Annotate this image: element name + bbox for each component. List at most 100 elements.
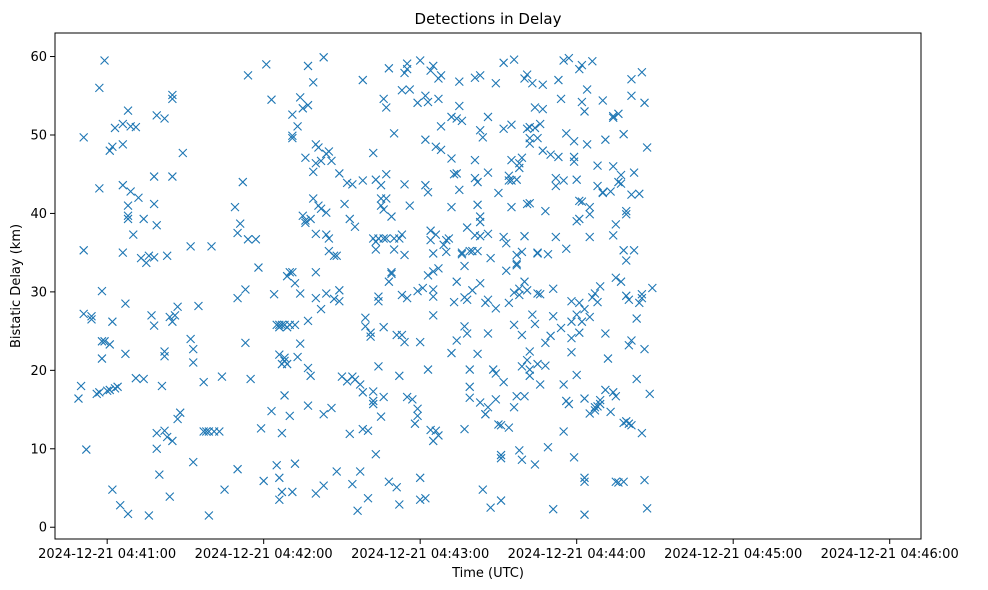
data-point <box>381 194 391 203</box>
data-point <box>407 394 417 404</box>
data-point <box>514 445 524 455</box>
data-point <box>251 234 261 244</box>
data-point <box>287 110 297 119</box>
data-point <box>287 131 297 141</box>
data-point <box>113 382 122 392</box>
data-point <box>580 304 589 314</box>
data-point <box>361 313 370 323</box>
data-point <box>548 311 558 321</box>
data-point <box>131 373 141 383</box>
data-point <box>512 175 522 185</box>
data-point <box>640 98 649 108</box>
data-point <box>394 500 404 509</box>
data-point <box>97 336 107 346</box>
data-point <box>123 106 133 116</box>
data-point <box>637 428 647 438</box>
data-point <box>379 392 389 402</box>
data-point <box>546 331 555 341</box>
data-point <box>287 133 297 143</box>
data-point <box>269 289 279 299</box>
data-point <box>460 424 469 434</box>
data-point <box>535 289 545 299</box>
data-point <box>525 347 535 356</box>
data-point <box>608 161 618 171</box>
data-point <box>126 187 136 196</box>
data-point <box>175 408 185 418</box>
data-point <box>363 426 373 436</box>
data-point <box>543 442 553 452</box>
data-point <box>582 85 592 94</box>
data-point <box>144 251 154 261</box>
data-point <box>611 477 621 487</box>
data-point <box>238 177 248 187</box>
data-point <box>611 273 621 283</box>
data-point <box>538 146 548 156</box>
data-point <box>405 201 415 210</box>
data-point <box>567 347 576 357</box>
data-point <box>624 340 634 350</box>
data-point <box>149 172 159 181</box>
data-point <box>580 510 589 520</box>
data-point <box>522 285 532 295</box>
data-point <box>421 180 430 190</box>
data-point <box>486 503 495 513</box>
data-point <box>207 241 216 251</box>
data-point <box>441 235 451 245</box>
data-point <box>577 197 587 207</box>
data-point <box>457 249 467 259</box>
data-point <box>115 500 125 510</box>
data-point <box>504 298 514 308</box>
data-point <box>473 177 482 187</box>
y-axis-label: Bistatic Delay (km) <box>9 224 24 348</box>
data-point <box>483 229 493 239</box>
data-point <box>110 123 120 133</box>
data-point <box>214 427 224 436</box>
data-point <box>431 142 441 152</box>
data-point <box>379 322 389 332</box>
data-point <box>233 464 242 474</box>
data-point <box>645 389 655 399</box>
y-tick-label: 60 <box>30 50 47 65</box>
data-point <box>606 187 615 196</box>
data-point <box>509 55 519 65</box>
data-point <box>402 392 412 402</box>
data-point <box>334 285 344 295</box>
data-point <box>590 405 600 415</box>
data-point <box>488 365 498 374</box>
data-point <box>381 169 391 179</box>
data-point <box>415 495 425 505</box>
data-point <box>627 420 636 430</box>
data-point <box>462 295 472 305</box>
data-point <box>520 391 529 401</box>
data-point <box>368 396 378 406</box>
data-point <box>392 482 402 492</box>
data-point <box>585 209 595 219</box>
data-point <box>509 320 519 330</box>
data-point <box>627 336 636 345</box>
data-point <box>535 380 545 389</box>
data-point <box>134 193 143 203</box>
data-point <box>496 453 506 463</box>
data-point <box>478 485 488 494</box>
data-point <box>428 285 438 294</box>
data-point <box>585 202 595 212</box>
data-point <box>152 428 162 438</box>
data-point <box>415 56 425 65</box>
data-point <box>329 294 339 304</box>
data-point <box>608 387 618 397</box>
data-point <box>473 349 482 359</box>
data-point <box>384 277 394 287</box>
data-point <box>590 402 600 412</box>
data-point <box>449 297 459 307</box>
data-point <box>400 180 409 189</box>
data-point <box>517 153 527 163</box>
data-point <box>152 444 162 454</box>
data-point <box>123 201 133 210</box>
data-point <box>436 70 446 80</box>
data-point <box>160 347 169 356</box>
data-point <box>640 344 649 354</box>
data-point <box>454 101 464 111</box>
x-tick-label: 2024-12-21 04:42:00 <box>195 547 333 562</box>
data-point <box>629 168 639 178</box>
